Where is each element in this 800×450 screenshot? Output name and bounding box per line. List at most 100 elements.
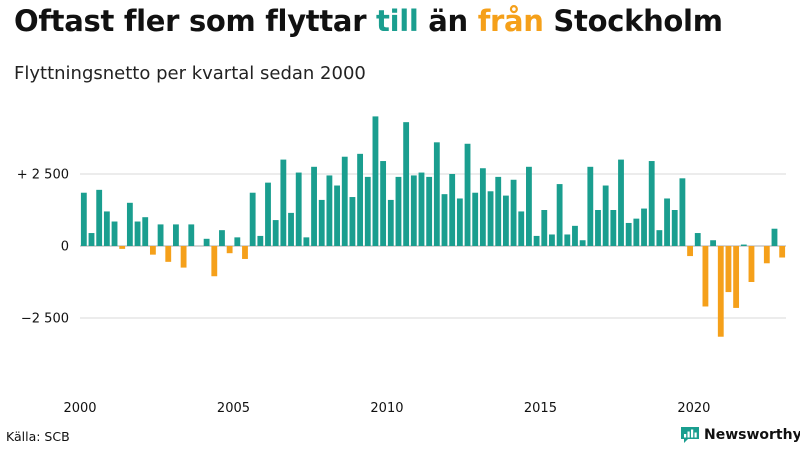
bar	[242, 246, 248, 259]
x-tick-label: 2010	[370, 401, 403, 416]
title-part: Stockholm	[543, 4, 723, 38]
bar	[142, 217, 149, 246]
bar	[203, 238, 210, 246]
bar	[180, 246, 187, 268]
bar	[426, 176, 433, 246]
bar	[119, 246, 126, 249]
bar	[687, 246, 693, 257]
bar	[710, 240, 717, 246]
bar	[556, 184, 563, 246]
newsworthy-logo-icon	[681, 427, 699, 443]
x-tick-label: 2005	[217, 401, 250, 416]
bar	[526, 166, 532, 246]
bar	[740, 244, 747, 246]
bar	[80, 192, 87, 246]
bar	[211, 246, 218, 277]
bar	[725, 246, 732, 293]
bar	[173, 224, 179, 246]
bar	[449, 174, 456, 246]
x-tick-label: 2015	[524, 401, 557, 416]
bar	[280, 159, 287, 246]
bar	[771, 228, 778, 246]
title-part: än	[418, 4, 478, 38]
bar	[679, 178, 686, 246]
bar	[349, 197, 356, 246]
bar	[717, 246, 724, 337]
bar	[96, 189, 103, 246]
bar	[288, 212, 294, 246]
bar	[126, 202, 133, 246]
bar-chart: + 2 500 0 −2 500 2000 2005 2010 2015 2020	[17, 116, 786, 416]
bar	[372, 116, 379, 247]
bar	[134, 221, 141, 246]
y-tick-label: + 2 500	[17, 168, 69, 183]
bar	[664, 198, 670, 246]
bar	[595, 210, 601, 246]
bar	[249, 192, 256, 246]
bar	[633, 218, 640, 246]
bar	[702, 246, 709, 307]
chart-title: Oftast fler som flyttar till än från Sto…	[14, 4, 723, 38]
title-part: Oftast fler som flyttar	[14, 4, 376, 38]
bar	[272, 220, 279, 246]
bar	[418, 172, 425, 246]
bar	[188, 224, 195, 246]
bar	[618, 159, 624, 246]
bar	[518, 211, 525, 246]
bar	[441, 194, 448, 246]
bar	[219, 230, 225, 246]
chart-subtitle: Flyttningsnetto per kvartal sedan 2000	[14, 63, 366, 84]
title-part: från	[477, 4, 544, 38]
bar	[111, 221, 118, 246]
bar	[472, 192, 479, 246]
bar	[364, 176, 371, 246]
bar	[303, 237, 310, 246]
bar	[587, 166, 594, 246]
bar	[564, 234, 571, 246]
source-note: Källa: SCB	[6, 429, 70, 444]
x-axis-labels: 2000 2005 2010 2015 2020	[63, 401, 710, 416]
bar	[748, 246, 755, 282]
x-tick-label: 2000	[63, 401, 96, 416]
newsworthy-brand: Newsworthy	[680, 426, 800, 444]
bar	[226, 246, 233, 254]
y-axis-labels: + 2 500 0 −2 500	[17, 168, 69, 327]
bar	[165, 246, 172, 262]
bar	[341, 156, 348, 246]
bar	[234, 237, 241, 246]
bar	[257, 235, 264, 246]
bar	[733, 246, 740, 308]
bar	[502, 195, 509, 246]
bar	[380, 161, 387, 246]
bar	[387, 199, 394, 246]
bar	[295, 172, 302, 246]
bar	[671, 210, 678, 246]
x-tick-label: 2020	[677, 401, 710, 416]
bar	[579, 240, 586, 246]
bar	[318, 199, 325, 246]
bar	[265, 182, 271, 246]
bar	[149, 246, 156, 255]
bar	[602, 185, 609, 246]
brand-name: Newsworthy	[704, 427, 800, 443]
bar	[487, 191, 494, 246]
bar	[625, 222, 632, 246]
bar	[311, 166, 317, 246]
bar	[157, 224, 164, 246]
bar	[456, 198, 463, 246]
bar	[433, 142, 440, 246]
bar	[464, 143, 471, 246]
bars	[80, 116, 786, 337]
bar	[541, 210, 548, 246]
bar	[533, 235, 540, 246]
bar	[549, 234, 555, 246]
bar	[410, 175, 417, 246]
bar	[656, 230, 663, 246]
bar	[648, 161, 655, 246]
bar	[694, 233, 701, 246]
y-tick-label: −2 500	[21, 312, 69, 327]
bar	[326, 175, 333, 246]
title-part: till	[376, 4, 419, 38]
bar	[641, 208, 647, 246]
bar	[395, 176, 402, 246]
